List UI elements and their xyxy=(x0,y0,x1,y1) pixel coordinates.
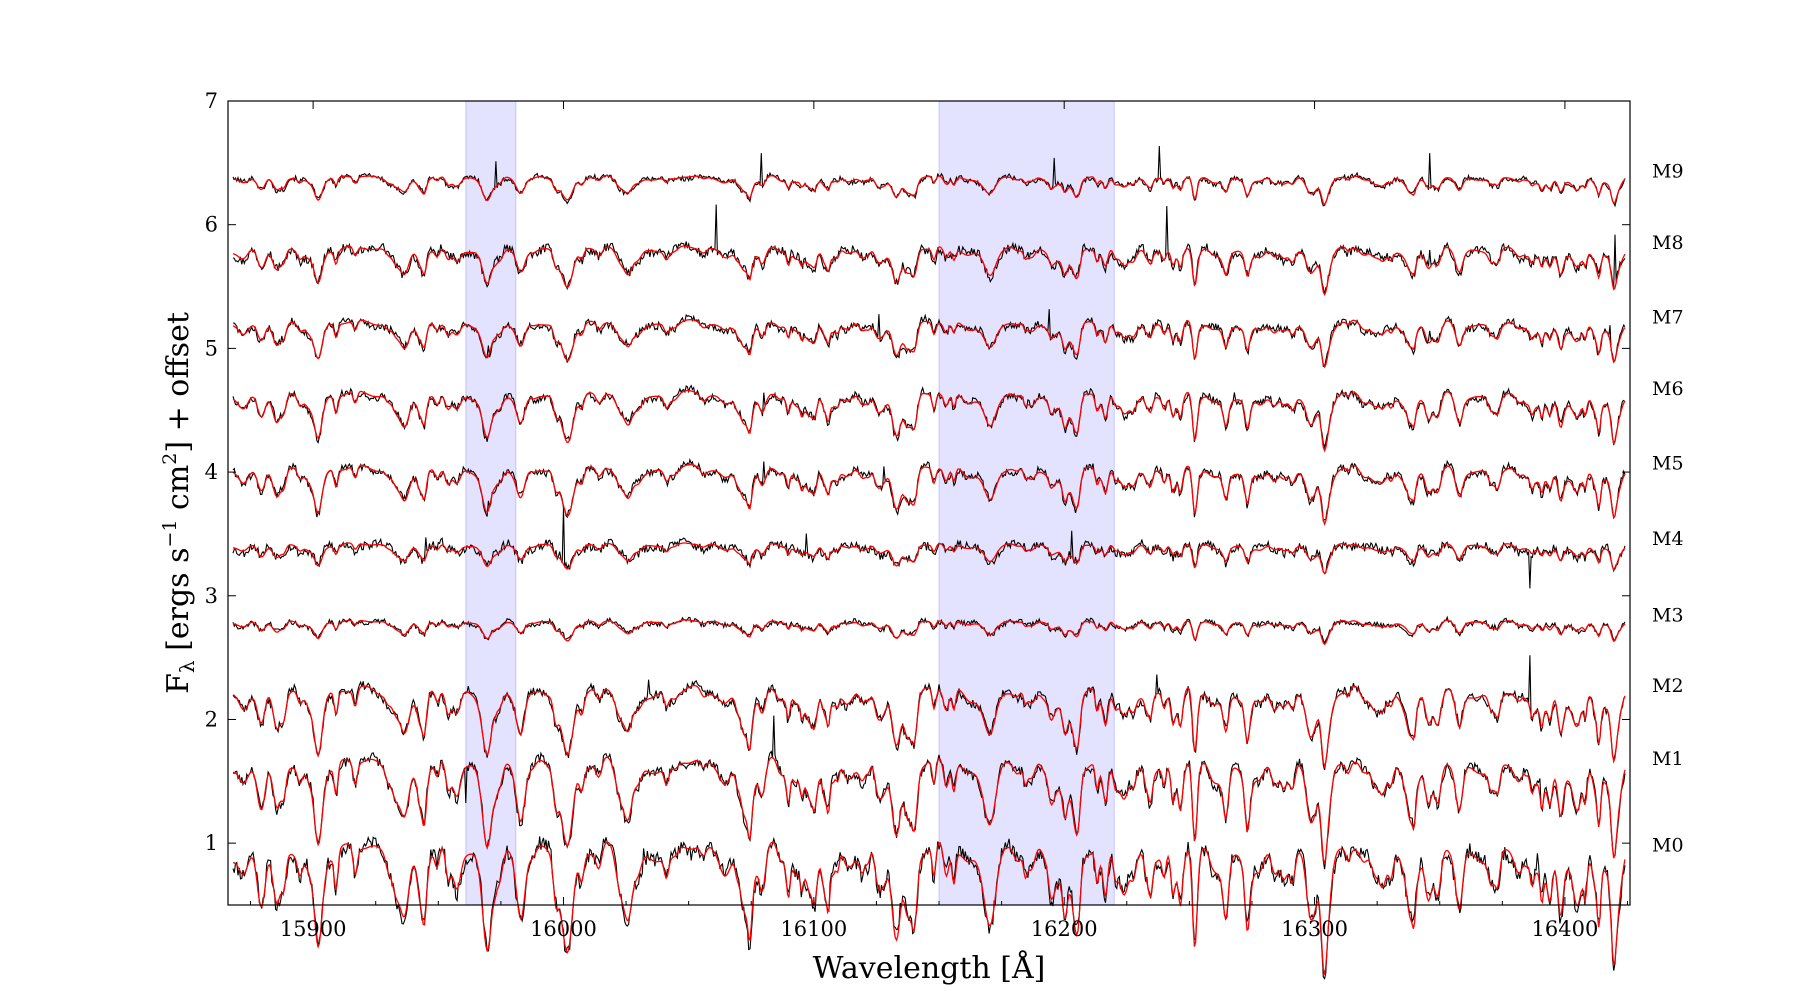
y-axis-ticks: 1 2 3 4 5 6 7 xyxy=(205,89,1630,855)
model-spectrum-M0 xyxy=(232,841,1626,975)
model-spectrum-M7 xyxy=(232,319,1626,369)
observed-spectrum-M2 xyxy=(232,655,1626,771)
plot-frame xyxy=(227,100,1631,906)
y-axis-label-main: F xyxy=(161,673,196,694)
x-tick-label: 16200 xyxy=(1031,917,1098,941)
model-spectrum-M4 xyxy=(232,542,1626,575)
y-tick-label: 1 xyxy=(205,831,218,855)
y-tick-label: 2 xyxy=(205,707,218,731)
model-spectrum-M1 xyxy=(232,756,1626,865)
spectrum-label-M3: M3 xyxy=(1652,605,1684,627)
model-spectrum-M8 xyxy=(232,245,1626,297)
model-spectrum-M3 xyxy=(232,619,1626,646)
model-spectrum-M6 xyxy=(232,389,1626,453)
model-spectrum-M9 xyxy=(233,174,1626,206)
y-tick-label: 4 xyxy=(205,460,218,484)
x-tick-label: 15900 xyxy=(280,917,347,941)
spectrum-label-M5: M5 xyxy=(1652,452,1684,474)
y-axis-label: Fλ [ergs s−1 cm2] + offset xyxy=(159,312,199,694)
model-spectrum-M2 xyxy=(232,684,1626,770)
x-axis-label: Wavelength [Å] xyxy=(813,950,1046,986)
y-axis-label-sup1: −1 xyxy=(159,519,181,547)
spectrum-label-M7: M7 xyxy=(1652,306,1684,328)
spectrum-label-M8: M8 xyxy=(1652,232,1684,254)
observed-spectrum-M4 xyxy=(232,507,1626,589)
spectrum-label-M0: M0 xyxy=(1652,835,1684,857)
spectrum-label-M1: M1 xyxy=(1652,748,1684,770)
y-axis-label-part2: [ergs s xyxy=(161,548,196,661)
spectrum-label-M4: M4 xyxy=(1652,528,1684,550)
y-axis-label-sub: λ xyxy=(175,660,199,673)
y-tick-label: 7 xyxy=(205,89,218,113)
x-tick-label: 16300 xyxy=(1281,917,1348,941)
x-tick-label: 16100 xyxy=(780,917,847,941)
y-axis-label-part3: cm xyxy=(161,465,196,520)
y-axis-label-part4: ] + offset xyxy=(161,312,196,453)
y-axis-label-sup2: 2 xyxy=(159,453,181,465)
observed-spectrum-M0 xyxy=(232,835,1626,980)
observed-spectrum-M1 xyxy=(232,715,1626,870)
y-tick-label: 5 xyxy=(205,336,218,360)
x-tick-label: 16000 xyxy=(530,917,597,941)
y-tick-label: 6 xyxy=(205,213,218,237)
model-spectrum-M5 xyxy=(232,464,1626,526)
spectrum-label-M9: M9 xyxy=(1652,161,1684,183)
spectra-lines xyxy=(232,145,1626,980)
y-tick-label: 3 xyxy=(205,584,218,608)
spectrum-labels: M0 M1 M2 M3 M4 M5 M6 M7 M8 M9 xyxy=(1652,161,1684,857)
x-axis-ticks: 15900 16000 16100 16200 16300 16400 xyxy=(250,101,1628,941)
spectrum-label-M2: M2 xyxy=(1652,675,1684,697)
spectrum-label-M6: M6 xyxy=(1652,378,1684,400)
highlight-bands xyxy=(465,100,1115,906)
x-tick-label: 16400 xyxy=(1532,917,1599,941)
